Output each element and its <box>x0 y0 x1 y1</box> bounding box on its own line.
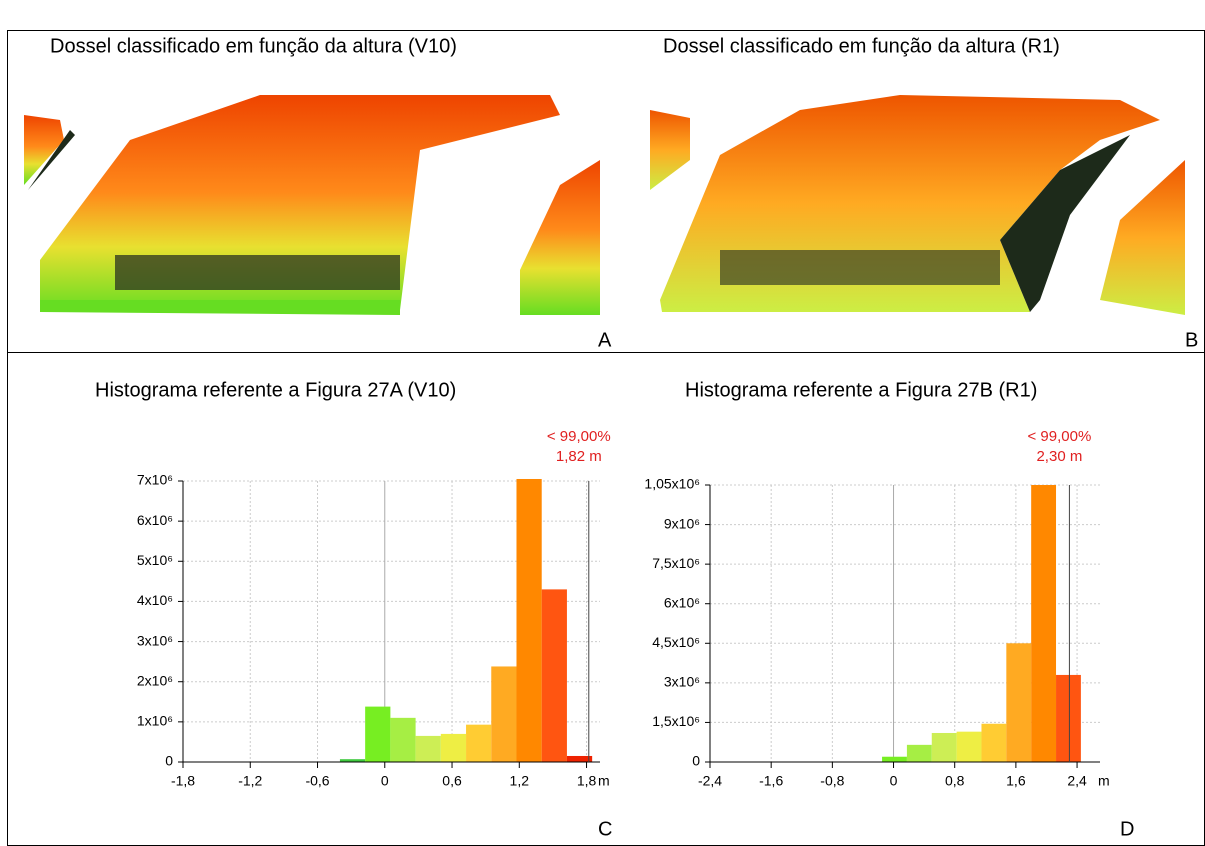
y-tick-label: 0 <box>692 753 700 769</box>
percentile-label: < 99,00% <box>547 428 611 445</box>
y-tick-label: 1x10⁶ <box>137 713 173 729</box>
point-cloud-b <box>650 95 1185 315</box>
y-tick-label: 0 <box>165 753 173 769</box>
bar <box>415 735 441 762</box>
x-axis-label: m <box>598 773 610 789</box>
x-tick-label: -1,2 <box>238 773 262 789</box>
bar <box>339 759 366 762</box>
x-tick-label: -1,8 <box>171 773 195 789</box>
x-tick-label: -0,6 <box>305 773 329 789</box>
percentile-label: < 99,00% <box>1028 428 1092 445</box>
y-tick-label: 4x10⁶ <box>137 592 173 608</box>
bar <box>1031 485 1057 762</box>
bar <box>491 666 517 762</box>
panel-title: Dossel classificado em função da altura … <box>663 35 1060 57</box>
y-tick-label: 1,05x10⁶ <box>644 476 700 492</box>
bar <box>1056 674 1081 762</box>
y-tick-label: 9x10⁶ <box>664 515 700 531</box>
bar <box>981 723 1007 762</box>
chart-title: Histograma referente a Figura 27A (V10) <box>95 379 456 401</box>
bar <box>516 478 542 762</box>
x-tick-label: 1,8 <box>577 773 597 789</box>
y-tick-label: 1,5x10⁶ <box>652 713 700 729</box>
bar <box>906 744 932 762</box>
y-tick-label: 6x10⁶ <box>137 512 173 528</box>
y-tick-label: 3x10⁶ <box>664 674 700 690</box>
panel-letter: B <box>1185 329 1198 351</box>
chart-title: Histograma referente a Figura 27B (R1) <box>685 379 1037 401</box>
y-tick-label: 5x10⁶ <box>137 552 173 568</box>
y-tick-label: 7,5x10⁶ <box>652 555 700 571</box>
x-tick-label: 0 <box>381 773 389 789</box>
x-tick-label: 0,6 <box>442 773 462 789</box>
x-axis-label: m <box>1098 773 1110 789</box>
x-tick-label: -0,8 <box>820 773 844 789</box>
y-tick-label: 7x10⁶ <box>137 472 173 488</box>
bar <box>1006 643 1032 762</box>
y-tick-label: 6x10⁶ <box>664 594 700 610</box>
bar <box>882 756 907 762</box>
percentile-label: 2,30 m <box>1036 448 1082 465</box>
x-tick-label: 0,8 <box>945 773 965 789</box>
x-tick-label: -2,4 <box>698 773 722 789</box>
y-tick-label: 4,5x10⁶ <box>652 634 700 650</box>
bar <box>466 724 492 762</box>
x-tick-label: 2,4 <box>1067 773 1087 789</box>
bar <box>566 755 593 762</box>
percentile-label: 1,82 m <box>556 448 602 465</box>
panel-letter: C <box>598 818 612 840</box>
x-tick-label: 1,2 <box>510 773 530 789</box>
y-tick-label: 2x10⁶ <box>137 672 173 688</box>
x-tick-label: 1,6 <box>1006 773 1026 789</box>
panel-letter: D <box>1120 818 1134 840</box>
panel-letter: A <box>598 329 612 351</box>
point-cloud-a <box>24 95 600 315</box>
x-tick-label: 0 <box>890 773 898 789</box>
bar <box>931 732 957 762</box>
panel-title: Dossel classificado em função da altura … <box>50 35 457 57</box>
x-tick-label: -1,6 <box>759 773 783 789</box>
bar <box>365 706 391 762</box>
bar <box>390 717 416 762</box>
bar <box>541 589 567 762</box>
y-tick-label: 3x10⁶ <box>137 632 173 648</box>
bar <box>440 733 467 762</box>
bar <box>956 731 982 762</box>
